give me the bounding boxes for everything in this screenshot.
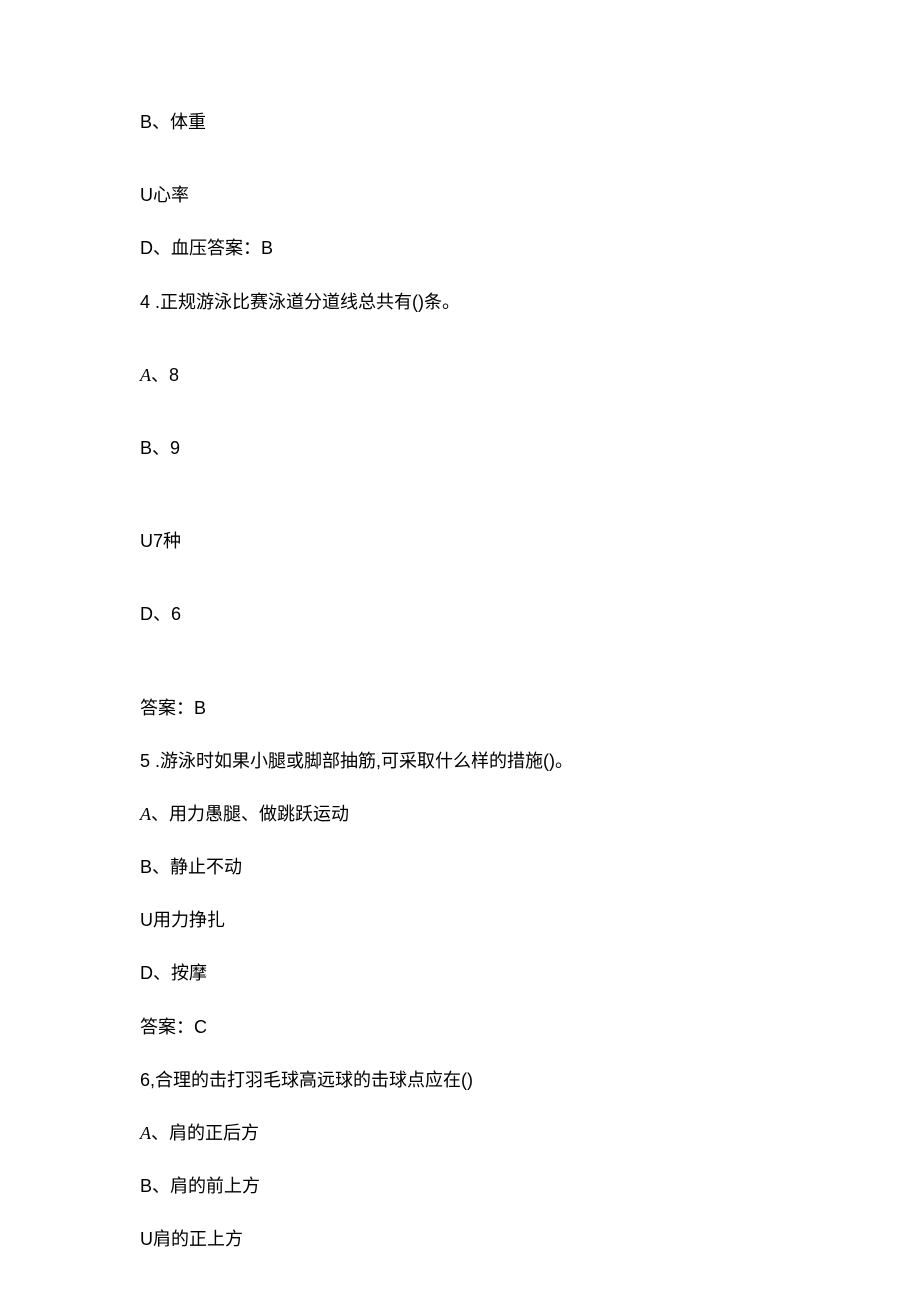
text-line: 答案：C [140,1015,920,1040]
text-line: 5 .游泳时如果小腿或脚部抽筋,可采取什么样的措施()。 [140,749,920,774]
text-line: 答案：B [140,696,920,721]
option-text: 、用力愚腿、做跳跃运动 [151,804,349,824]
text-line: A、肩的正后方 [140,1121,920,1146]
text-line: U心率 [140,183,920,208]
text-line: D、血压答案：B [140,236,920,261]
text-line: 6,合理的击打羽毛球高远球的击球点应在() [140,1068,920,1093]
text-line: 4 .正规游泳比赛泳道分道线总共有()条。 [140,290,920,315]
document-content: B、体重U心率D、血压答案：B4 .正规游泳比赛泳道分道线总共有()条。A、8B… [140,110,920,1253]
option-prefix: A [140,804,151,824]
option-prefix: A [140,365,151,385]
text-line: B、体重 [140,110,920,135]
text-line: U7种 [140,529,920,554]
text-line: D、按摩 [140,961,920,986]
text-line: D、6 [140,602,920,627]
text-line: B、肩的前上方 [140,1174,920,1199]
text-line: A、用力愚腿、做跳跃运动 [140,802,920,827]
text-line: U肩的正上方 [140,1227,920,1252]
text-line: B、静止不动 [140,855,920,880]
text-line: A、8 [140,363,920,388]
option-prefix: A [140,1123,151,1143]
text-line: B、9 [140,436,920,461]
option-text: 、8 [151,365,179,385]
option-text: 、肩的正后方 [151,1123,259,1143]
text-line: U用力挣扎 [140,908,920,933]
